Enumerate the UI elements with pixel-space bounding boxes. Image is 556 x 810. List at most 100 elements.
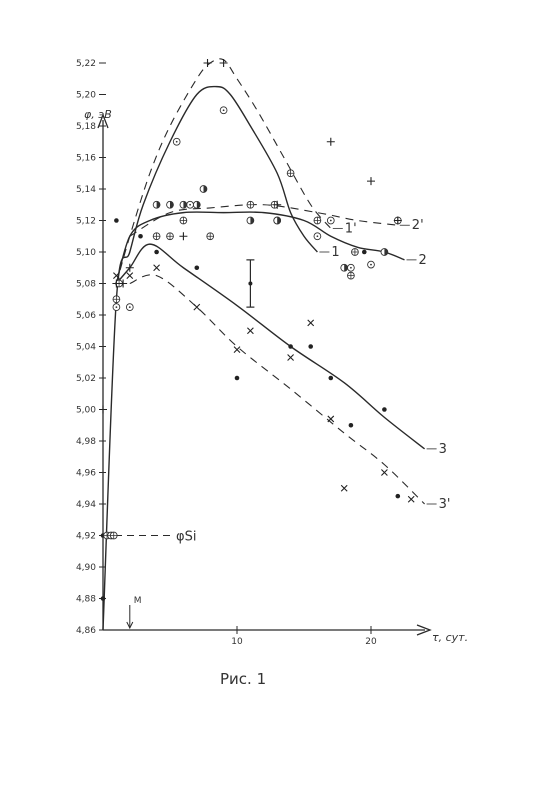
curve-2-prime (129, 204, 398, 237)
figure-caption: Рис. 1 (220, 670, 266, 688)
curve-1 (102, 85, 318, 631)
half-circle-fill (170, 201, 174, 209)
y-tick-label: 4,86 (76, 626, 96, 636)
x-axis-title: τ, сут. (432, 631, 468, 644)
x-tick-label: 10 (231, 637, 243, 647)
point-dot (395, 493, 401, 499)
y-tick-label: 5,12 (76, 217, 96, 227)
point-half-circle (246, 216, 255, 225)
point-half-circle (166, 200, 174, 209)
cross-marker (113, 272, 120, 280)
open-marker-center (115, 306, 118, 309)
annotations: M (126, 596, 142, 630)
point-cross (193, 303, 201, 311)
point-circle-plus (179, 216, 188, 225)
point-cross (340, 484, 348, 492)
point-plus (203, 59, 212, 67)
plus-marker (119, 279, 128, 288)
point-half-circle (340, 263, 349, 272)
half-circle-fill (156, 201, 160, 209)
point-dot (348, 422, 354, 428)
curve-label: 3 (439, 442, 447, 457)
x-axis-arrow (416, 624, 432, 636)
point-open-dot (313, 232, 322, 241)
cross-marker (407, 495, 415, 503)
dot-marker (234, 375, 240, 381)
dot-marker (100, 596, 106, 601)
error-bar-center (248, 281, 253, 286)
point-plus (326, 137, 335, 146)
curve-3-prime (129, 274, 425, 505)
point-open-dot (125, 303, 134, 311)
phi-si-reference: φSi (103, 530, 196, 545)
y-tick-label: 5,04 (76, 343, 96, 353)
plus-marker (219, 59, 228, 67)
point-cross (287, 354, 294, 361)
point-plus (112, 279, 121, 288)
point-circle-plus (351, 248, 359, 256)
circle-plus-cross (113, 295, 120, 303)
y-tick-label: 4,92 (76, 532, 96, 542)
point-open-dot (367, 260, 375, 269)
point-dot (288, 344, 293, 349)
point-open-dot (326, 216, 335, 225)
open-marker-center (175, 140, 178, 143)
cross-marker (327, 415, 335, 423)
dot-marker (395, 493, 401, 499)
cross-marker (153, 264, 160, 272)
point-dot (194, 265, 200, 271)
point-dot (234, 375, 240, 381)
y-tick-label: 5,08 (76, 280, 96, 290)
point-plus (367, 177, 375, 186)
half-circle-fill (203, 185, 207, 193)
half-circle-fill (277, 217, 281, 224)
point-open-dot (347, 263, 355, 272)
point-plus (125, 263, 134, 272)
point-plus (179, 232, 188, 241)
point-dot (138, 233, 143, 239)
plus-marker (326, 137, 335, 146)
curve-2 (115, 211, 405, 284)
plus-marker (273, 200, 282, 209)
dot-marker (382, 407, 387, 412)
open-marker-center (222, 109, 225, 112)
point-cross (407, 495, 415, 503)
circle-plus-cross (247, 201, 254, 209)
half-circle-fill (196, 201, 201, 209)
dot-marker (328, 375, 334, 381)
dot-marker (348, 422, 354, 428)
curve-label: 1' (345, 221, 357, 236)
curve-label: 2 (419, 253, 427, 268)
point-dot (114, 218, 119, 223)
point-plus (219, 59, 228, 67)
y-tick-label: 5,02 (76, 374, 96, 384)
point-cross (327, 415, 335, 423)
dot-marker (308, 344, 314, 349)
point-plus (273, 200, 282, 209)
point-cross (153, 264, 160, 272)
open-marker-center (189, 203, 192, 206)
point-dot (100, 596, 106, 601)
circle-plus-cross (206, 232, 214, 240)
half-circle-fill (384, 248, 388, 256)
axis-ticks: 4,86 4,88 4,90 4,92 4,94 4,96 4,98 5,00 5,02 5,04… (76, 59, 377, 647)
dot-marker (194, 265, 200, 271)
y-tick-label: 4,94 (76, 500, 96, 510)
y-tick-label: 5,20 (76, 91, 96, 101)
point-circle-plus (313, 216, 322, 225)
plus-marker (125, 263, 134, 272)
m-arrow-head (126, 621, 134, 630)
dot-marker (288, 344, 293, 349)
half-circle-fill (183, 201, 187, 209)
phi-si-label: φSi (176, 530, 196, 545)
dot-marker (114, 218, 119, 223)
cross-marker (307, 319, 315, 327)
x-tick-label: 20 (365, 637, 377, 647)
plus-marker (112, 279, 121, 288)
plus-marker (393, 216, 402, 225)
point-half-circle (179, 200, 188, 209)
point-circle-plus (246, 200, 255, 209)
m-label: M (134, 596, 142, 606)
half-circle-fill (344, 264, 348, 272)
